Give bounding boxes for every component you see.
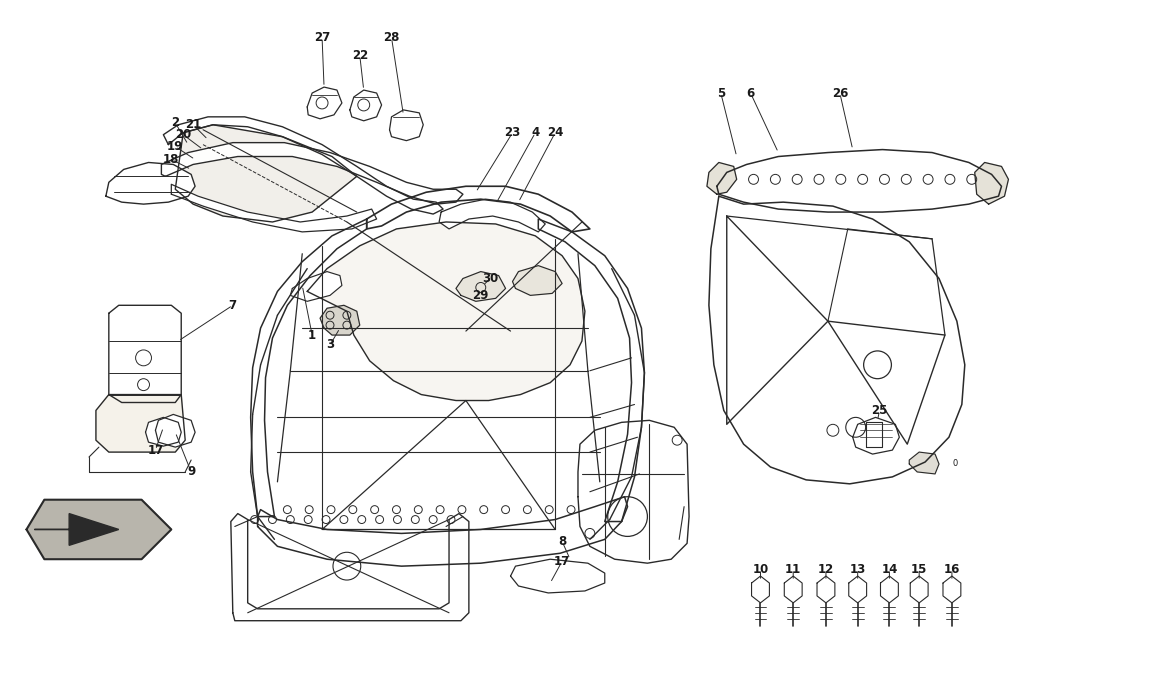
Polygon shape xyxy=(707,163,737,194)
Text: 18: 18 xyxy=(163,153,179,166)
Text: 21: 21 xyxy=(185,118,201,131)
Text: 5: 5 xyxy=(716,87,724,100)
Text: 0: 0 xyxy=(952,460,958,469)
Text: 12: 12 xyxy=(818,563,834,576)
Polygon shape xyxy=(146,417,182,446)
Polygon shape xyxy=(513,266,562,295)
Polygon shape xyxy=(911,576,928,603)
Text: 25: 25 xyxy=(872,404,888,417)
Polygon shape xyxy=(578,420,689,563)
Text: 17: 17 xyxy=(554,555,570,568)
Polygon shape xyxy=(784,576,803,603)
Polygon shape xyxy=(852,417,899,454)
Polygon shape xyxy=(320,305,360,335)
Text: 10: 10 xyxy=(752,563,768,576)
Text: 3: 3 xyxy=(325,339,334,352)
Text: 11: 11 xyxy=(785,563,802,576)
Polygon shape xyxy=(251,219,367,516)
Polygon shape xyxy=(816,576,835,603)
Text: 9: 9 xyxy=(187,465,196,478)
Polygon shape xyxy=(290,272,342,301)
Polygon shape xyxy=(106,163,196,204)
Text: 23: 23 xyxy=(505,126,521,139)
Polygon shape xyxy=(95,395,185,452)
Polygon shape xyxy=(171,184,377,232)
Polygon shape xyxy=(457,272,506,301)
Polygon shape xyxy=(163,117,443,214)
Polygon shape xyxy=(307,87,342,119)
Text: 4: 4 xyxy=(531,126,539,139)
Text: 1: 1 xyxy=(308,329,316,342)
Polygon shape xyxy=(975,163,1009,204)
Polygon shape xyxy=(175,125,356,222)
Polygon shape xyxy=(910,452,940,474)
Text: 8: 8 xyxy=(558,535,566,548)
Text: 14: 14 xyxy=(881,563,898,576)
Polygon shape xyxy=(258,497,628,566)
Polygon shape xyxy=(367,186,590,232)
Polygon shape xyxy=(716,150,1002,212)
Polygon shape xyxy=(34,514,118,545)
Polygon shape xyxy=(350,90,382,121)
Text: 16: 16 xyxy=(944,563,960,576)
Text: 13: 13 xyxy=(850,563,866,576)
Polygon shape xyxy=(849,576,867,603)
Polygon shape xyxy=(161,143,463,204)
Polygon shape xyxy=(155,415,196,447)
Polygon shape xyxy=(538,219,644,522)
Text: 7: 7 xyxy=(229,298,237,312)
Polygon shape xyxy=(708,196,965,484)
Text: 17: 17 xyxy=(147,444,163,457)
Text: 20: 20 xyxy=(175,128,191,141)
Polygon shape xyxy=(752,576,769,603)
Text: 27: 27 xyxy=(314,31,330,44)
Polygon shape xyxy=(881,576,898,603)
Polygon shape xyxy=(26,500,171,559)
Text: 26: 26 xyxy=(831,87,848,100)
Text: 29: 29 xyxy=(473,289,489,302)
Text: 19: 19 xyxy=(167,140,184,153)
Text: 6: 6 xyxy=(746,87,754,100)
Polygon shape xyxy=(307,222,585,400)
Polygon shape xyxy=(390,110,423,141)
Polygon shape xyxy=(439,199,545,232)
Text: 2: 2 xyxy=(171,116,179,129)
Text: 24: 24 xyxy=(547,126,564,139)
Text: 30: 30 xyxy=(483,272,499,285)
Text: 15: 15 xyxy=(911,563,927,576)
Polygon shape xyxy=(109,305,182,402)
Text: 22: 22 xyxy=(352,49,368,62)
Polygon shape xyxy=(231,514,469,621)
Text: 28: 28 xyxy=(383,31,400,44)
Polygon shape xyxy=(511,559,605,593)
Polygon shape xyxy=(943,576,961,603)
